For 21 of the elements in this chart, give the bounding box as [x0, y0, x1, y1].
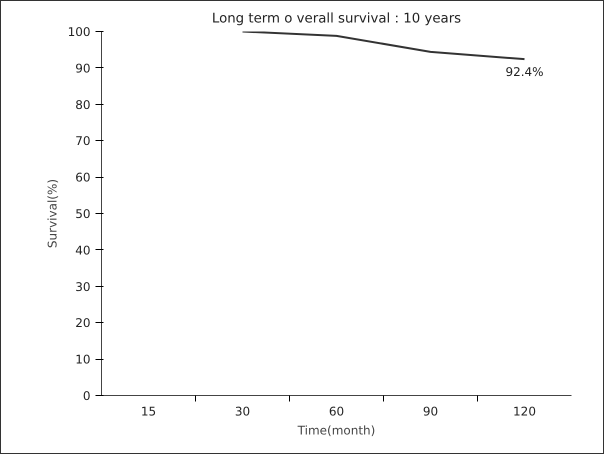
chart-title: Long term o verall survival：10 years	[212, 12, 462, 26]
x-axis-title: Time(month)	[296, 424, 376, 438]
y-tick-label: 60	[75, 170, 91, 185]
annotation: 92.4%	[505, 65, 544, 80]
y-axis-title: Survival(%)	[46, 178, 60, 248]
y-tick-label: 50	[75, 207, 91, 221]
y-tick-label: 100	[68, 25, 90, 39]
y-tick-label: 30	[75, 280, 91, 294]
y-tick-label: 0	[82, 389, 91, 403]
y-tick-label: 10	[75, 352, 91, 367]
y-tick-label: 90	[75, 61, 91, 76]
x-tick-label: 120	[513, 404, 536, 418]
x-tick-label: 15	[140, 404, 156, 418]
x-tick-label: 60	[328, 404, 344, 418]
x-tick-label: 90	[422, 404, 438, 418]
y-tick-label: 20	[75, 316, 91, 330]
y-tick-label: 40	[75, 243, 91, 258]
x-tick-label: 30	[234, 404, 250, 418]
y-tick-label: 80	[75, 98, 91, 112]
line-series	[242, 32, 526, 60]
y-tick-label: 70	[75, 134, 91, 148]
